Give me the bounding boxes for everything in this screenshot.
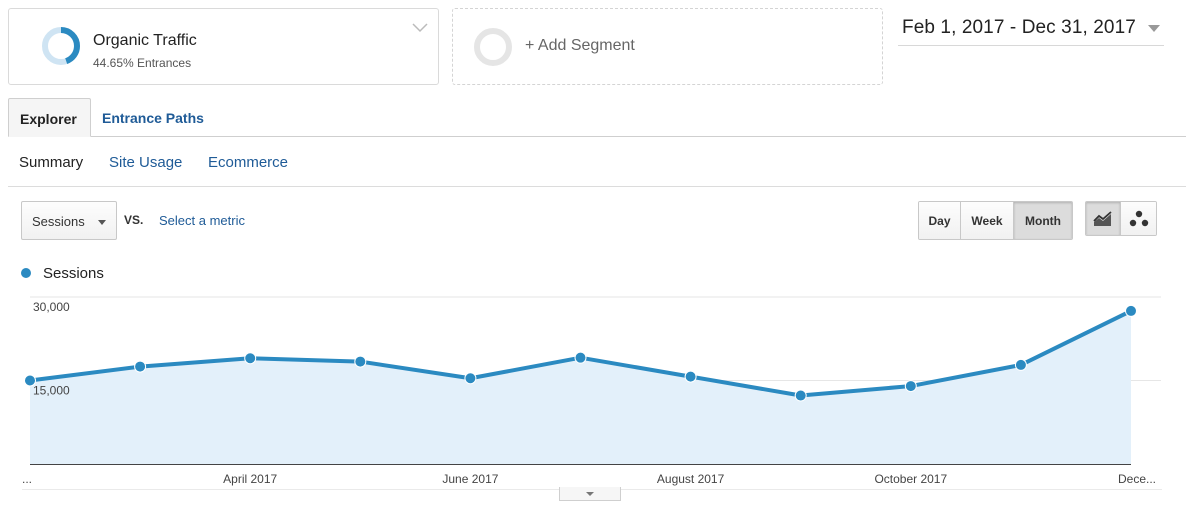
- segment-subtitle: 44.65% Entrances: [93, 56, 192, 70]
- x-tick-label: August 2017: [657, 472, 725, 486]
- chart-view-toggle: [1085, 201, 1157, 236]
- data-point-8: [794, 389, 807, 402]
- chart-expand-handle[interactable]: [559, 487, 621, 501]
- x-tick-label: April 2017: [223, 472, 277, 486]
- x-tick-label: October 2017: [874, 472, 947, 486]
- y-tick-label: 30,000: [33, 300, 70, 314]
- subnav-site-usage[interactable]: Site Usage: [109, 154, 183, 171]
- subnav-divider: [8, 186, 1186, 187]
- subnav-summary[interactable]: Summary: [19, 154, 84, 171]
- data-point-9: [904, 380, 917, 393]
- tab-explorer[interactable]: Explorer: [8, 98, 91, 137]
- data-point-4: [354, 355, 367, 368]
- data-point-5: [464, 372, 477, 385]
- y-tick-label: 15,000: [33, 384, 70, 398]
- segment-donut-icon: [42, 27, 80, 65]
- caret-down-icon: [1148, 25, 1160, 32]
- tab-entrance-paths[interactable]: Entrance Paths: [102, 110, 204, 126]
- motion-chart-icon: [1129, 210, 1148, 226]
- subnav-ecommerce[interactable]: Ecommerce: [208, 154, 289, 171]
- tabs-divider: [8, 136, 1186, 137]
- line-chart-icon: [1093, 210, 1112, 226]
- legend-marker: [21, 268, 31, 278]
- x-tick-label: Dece...: [1118, 472, 1156, 486]
- week-button[interactable]: Week: [961, 202, 1014, 239]
- metric-dropdown[interactable]: Sessions: [21, 201, 117, 240]
- x-tick-label: ...: [22, 472, 32, 486]
- x-tick-label: June 2017: [442, 472, 498, 486]
- period-toggle: Day Week Month: [918, 201, 1073, 240]
- chevron-down-icon[interactable]: [412, 23, 428, 33]
- day-button[interactable]: Day: [919, 202, 961, 239]
- vs-label: VS.: [124, 213, 144, 227]
- legend-label-sessions: Sessions: [43, 265, 104, 282]
- line-chart-button[interactable]: [1086, 202, 1122, 235]
- add-segment-label: + Add Segment: [525, 37, 635, 54]
- caret-down-icon: [586, 492, 594, 496]
- data-point-10: [1014, 358, 1027, 371]
- data-point-11: [1125, 304, 1137, 317]
- select-metric-link[interactable]: Select a metric: [159, 213, 245, 228]
- data-point-2: [134, 360, 147, 373]
- data-point-6: [574, 351, 587, 364]
- data-point-7: [684, 370, 697, 383]
- sessions-area-fill: [30, 310, 1131, 464]
- data-point-1: [24, 374, 36, 387]
- add-segment-button[interactable]: + Add Segment: [452, 8, 883, 85]
- caret-down-icon: [98, 220, 106, 225]
- motion-chart-button[interactable]: [1121, 202, 1156, 235]
- month-button[interactable]: Month: [1014, 202, 1072, 239]
- segment-name: Organic Traffic: [93, 32, 197, 49]
- segment-card-organic-traffic[interactable]: Organic Traffic 44.65% Entrances: [8, 8, 439, 85]
- empty-segment-ring-icon: [474, 28, 512, 66]
- date-range-picker[interactable]: Feb 1, 2017 - Dec 31, 2017: [898, 8, 1164, 46]
- sessions-area-chart: 30,000 15,000... April 2017 June 2017 August…: [22, 296, 1162, 490]
- data-point-3: [244, 352, 257, 365]
- date-range-label: Feb 1, 2017 - Dec 31, 2017: [902, 17, 1136, 38]
- metric-dropdown-value: Sessions: [32, 214, 85, 229]
